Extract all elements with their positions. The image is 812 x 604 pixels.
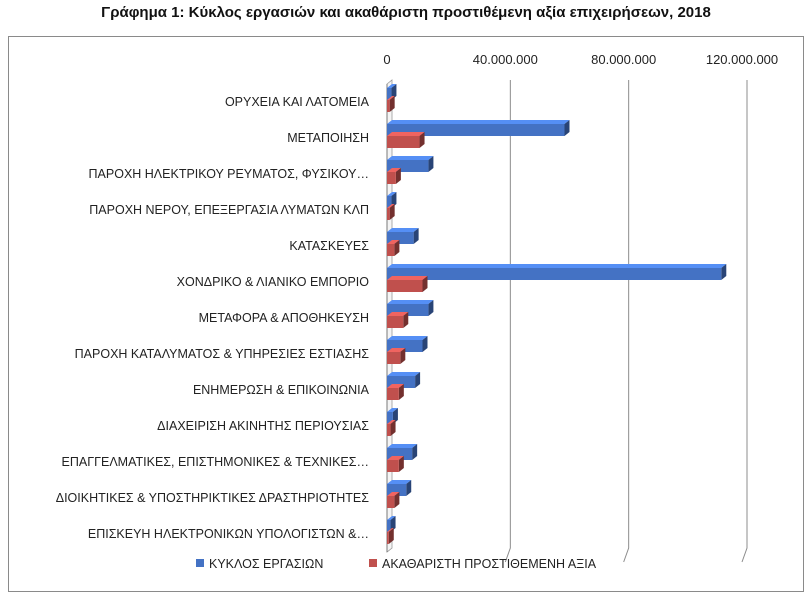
category-label: ΜΕΤΑΦΟΡΑ & ΑΠΟΘΗΚΕΥΣΗ [199,311,369,325]
bar-gross-value-added [387,168,401,184]
bar-gross-value-added [387,96,395,112]
x-tick-label: 0 [383,52,390,67]
bar-gross-value-added [387,204,395,220]
x-tick-label: 120.000.000 [706,52,778,67]
gridline [741,80,748,563]
category-label: ΔΙΟΙΚΗΤΙΚΕΣ & ΥΠΟΣΤΗΡΙΚΤΙΚΕΣ ΔΡΑΣΤΗΡΙΟΤΗ… [56,491,370,505]
bar-gross-value-added [387,492,400,508]
bar-gross-value-added [387,456,404,472]
bar-gross-value-added [387,528,394,544]
legend-label-gva: ΑΚΑΘΑΡΙΣΤΗ ΠΡΟΣΤΙΘΕΜΕΝΗ ΑΞΙΑ [382,557,597,571]
category-label: ΕΠΑΓΓΕΛΜΑΤΙΚΕΣ, ΕΠΙΣΤΗΜΟΝΙΚΕΣ & ΤΕΧΝΙΚΕΣ… [62,455,369,469]
category-label: ΕΝΗΜΕΡΩΣΗ & ΕΠΙΚΟΙΝΩΝΙΑ [193,383,370,397]
bar-turnover [387,120,570,136]
chart-title: Γράφημα 1: Κύκλος εργασιών και ακαθάριστ… [101,4,711,21]
category-label: ΔΙΑΧΕΙΡΙΣΗ ΑΚΙΝΗΤΗΣ ΠΕΡΙΟΥΣΙΑΣ [157,419,369,433]
bar-gross-value-added [387,420,396,436]
category-label: ΠΑΡΟΧΗ ΝΕΡΟΥ, ΕΠΕΞΕΡΓΑΣΙΑ ΛΥΜΑΤΩΝ ΚΛΠ [89,203,369,217]
gridline [623,80,630,563]
category-label: ΧΟΝΔΡΙΚΟ & ΛΙΑΝΙΚΟ ΕΜΠΟΡΙΟ [177,275,370,289]
x-tick-label: 40.000.000 [473,52,538,67]
category-label: ΟΡΥΧΕΙΑ ΚΑΙ ΛΑΤΟΜΕΙΑ [225,95,370,109]
bar-turnover [387,300,434,316]
bar-turnover [387,516,396,532]
category-label: ΠΑΡΟΧΗ ΗΛΕΚΤΡΙΚΟΥ ΡΕΥΜΑΤΟΣ, ΦΥΣΙΚΟΥ… [89,167,369,181]
bar-gross-value-added [387,312,409,328]
x-tick-label: 80.000.000 [591,52,656,67]
category-label: ΠΑΡΟΧΗ ΚΑΤΑΛΥΜΑΤΟΣ & ΥΠΗΡΕΣΙΕΣ ΕΣΤΙΑΣΗΣ [75,347,370,361]
bar-gross-value-added [387,132,425,148]
legend-swatch-turnover [196,559,204,567]
bar-gross-value-added [387,240,400,256]
bar-gross-value-added [387,384,404,400]
gridline [504,80,511,563]
bar-gross-value-added [387,348,406,364]
legend-swatch-gva [369,559,377,567]
bar-gross-value-added [387,276,428,292]
category-label: ΜΕΤΑΠΟΙΗΣΗ [287,131,369,145]
category-label: ΚΑΤΑΣΚΕΥΕΣ [289,239,369,253]
category-label: ΕΠΙΣΚΕΥΗ ΗΛΕΚΤΡΟΝΙΚΩΝ ΥΠΟΛΟΓΙΣΤΩΝ &… [88,527,369,541]
bar-turnover [387,264,727,280]
legend-label-turnover: ΚΥΚΛΟΣ ΕΡΓΑΣΙΩΝ [209,557,323,571]
